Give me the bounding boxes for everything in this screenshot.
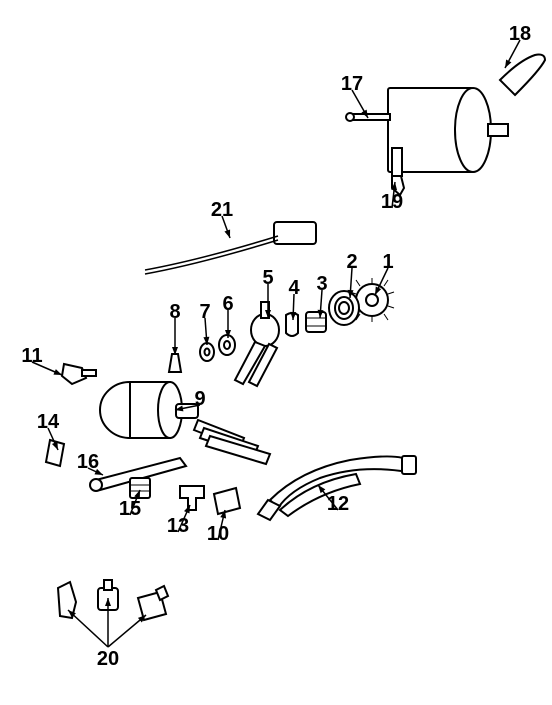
callout-number-7: 7 xyxy=(199,301,210,323)
callout-number-3: 3 xyxy=(316,273,327,295)
callout-number-1: 1 xyxy=(382,251,393,273)
bracket-13 xyxy=(180,486,204,510)
callout-number-6: 6 xyxy=(222,293,233,315)
callout-number-12: 12 xyxy=(327,493,349,515)
callout-number-17: 17 xyxy=(341,73,363,95)
bearing xyxy=(329,291,359,325)
washer-7 xyxy=(200,343,214,361)
turn-signal-switch xyxy=(235,302,279,386)
connector-15 xyxy=(130,478,150,498)
steering-column-assembly xyxy=(346,55,545,195)
callout-number-10: 10 xyxy=(207,523,229,545)
callout-number-4: 4 xyxy=(288,277,300,299)
callout-number-18: 18 xyxy=(509,23,531,45)
dimmer-lever xyxy=(62,364,96,384)
callout-number-11: 11 xyxy=(21,345,42,367)
washer-6 xyxy=(219,335,235,355)
callout-number-15: 15 xyxy=(119,498,141,520)
callout-number-8: 8 xyxy=(169,301,180,323)
column-housing xyxy=(100,382,270,464)
callout-number-21: 21 xyxy=(211,199,233,221)
callout-number-9: 9 xyxy=(194,388,205,410)
callout-number-13: 13 xyxy=(167,515,189,537)
callout-line-20 xyxy=(68,610,108,647)
callout-number-16: 16 xyxy=(77,451,99,473)
callout-number-5: 5 xyxy=(262,267,273,289)
block-10 xyxy=(214,488,240,514)
callout-number-20: 20 xyxy=(97,648,119,670)
callout-number-2: 2 xyxy=(346,251,357,273)
callout-number-14: 14 xyxy=(37,411,60,433)
callout-number-19: 19 xyxy=(381,191,403,213)
parts-diagram: 123456789101112131415161718192021 xyxy=(0,0,552,705)
wiper-harness xyxy=(145,222,316,274)
pin-8 xyxy=(169,354,181,372)
coupler xyxy=(306,312,326,332)
